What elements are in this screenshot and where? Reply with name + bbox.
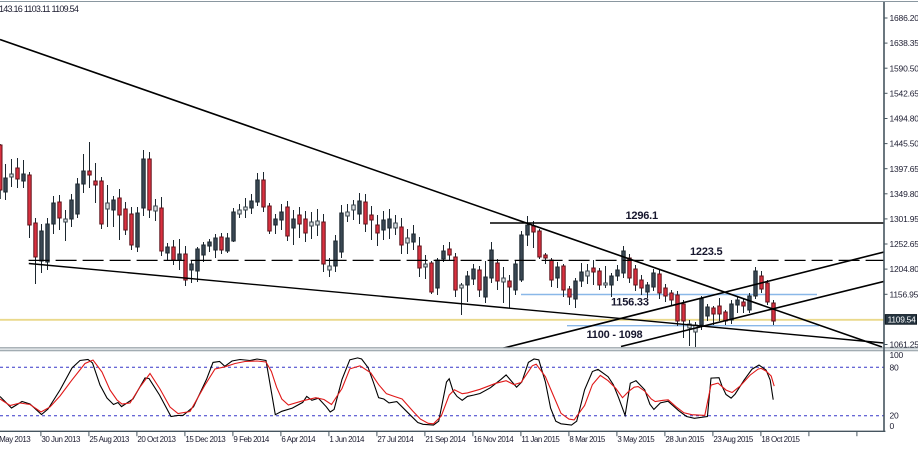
svg-text:28 Jun 2015: 28 Jun 2015: [665, 435, 705, 444]
svg-text:1296.1: 1296.1: [626, 210, 659, 222]
svg-text:30 Jun 2013: 30 Jun 2013: [41, 435, 81, 444]
svg-text:1397.65: 1397.65: [890, 164, 918, 174]
svg-text:9 Feb 2014: 9 Feb 2014: [233, 435, 270, 444]
svg-text:20: 20: [890, 410, 900, 420]
svg-text:1156.33: 1156.33: [611, 297, 649, 309]
svg-text:1590.50: 1590.50: [890, 63, 918, 73]
svg-text:1494.80: 1494.80: [890, 114, 918, 124]
svg-text:1156.95: 1156.95: [890, 289, 918, 299]
svg-text:143.16 1103.11 1109.54: 143.16 1103.11 1109.54: [0, 4, 79, 14]
svg-text:1542.65: 1542.65: [890, 88, 918, 98]
svg-text:25 Aug 2013: 25 Aug 2013: [89, 435, 129, 444]
svg-text:1061.25: 1061.25: [890, 340, 918, 350]
svg-text:1445.50: 1445.50: [890, 139, 918, 149]
svg-text:18 Oct 2015: 18 Oct 2015: [761, 435, 800, 444]
svg-text:1252.65: 1252.65: [890, 239, 918, 249]
svg-text:5 May 2013: 5 May 2013: [0, 435, 31, 444]
svg-text:1686.20: 1686.20: [890, 13, 918, 23]
svg-text:0: 0: [890, 421, 895, 431]
svg-text:21 Sep 2014: 21 Sep 2014: [425, 435, 466, 444]
svg-text:80: 80: [890, 362, 900, 372]
svg-text:15 Dec 2013: 15 Dec 2013: [185, 435, 226, 444]
svg-text:6 Apr 2014: 6 Apr 2014: [281, 435, 316, 444]
svg-text:8 Mar 2015: 8 Mar 2015: [569, 435, 606, 444]
svg-text:100: 100: [890, 350, 904, 360]
svg-text:1301.95: 1301.95: [890, 214, 918, 224]
svg-text:1204.80: 1204.80: [890, 264, 918, 274]
svg-text:1223.5: 1223.5: [690, 246, 723, 258]
svg-text:1100 - 1098: 1100 - 1098: [587, 329, 643, 341]
svg-text:1 Jun 2014: 1 Jun 2014: [329, 435, 365, 444]
svg-text:23 Aug 2015: 23 Aug 2015: [713, 435, 753, 444]
svg-text:1349.80: 1349.80: [890, 189, 918, 199]
svg-text:11 Jan 2015: 11 Jan 2015: [521, 435, 560, 444]
svg-text:27 Jul 2014: 27 Jul 2014: [377, 435, 414, 444]
svg-text:3 May 2015: 3 May 2015: [617, 435, 655, 444]
svg-text:16 Nov 2014: 16 Nov 2014: [473, 435, 514, 444]
svg-text:1638.35: 1638.35: [890, 38, 918, 48]
svg-text:20 Oct 2013: 20 Oct 2013: [137, 435, 176, 444]
svg-text:1109.54: 1109.54: [888, 314, 916, 324]
